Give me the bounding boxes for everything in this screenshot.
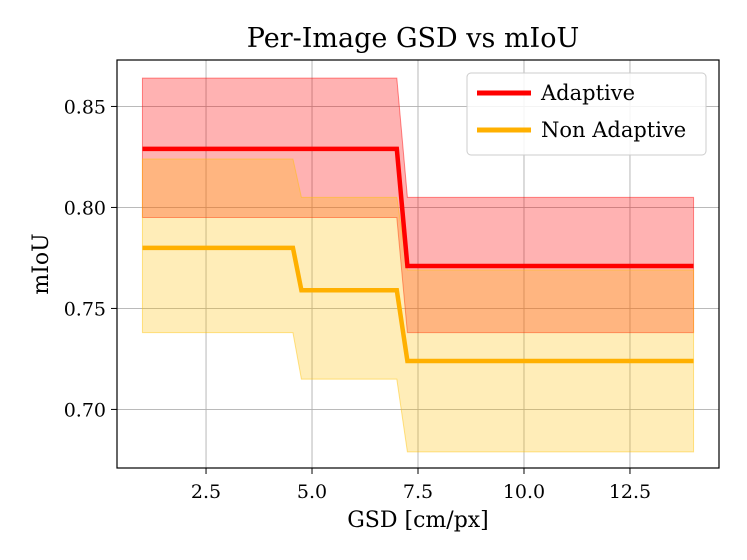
y-tick-label-1: 0.75: [64, 298, 106, 320]
line-non-adaptive: [142, 245, 694, 364]
x-tick-label-2: 7.5: [403, 481, 433, 503]
x-tick-label-1: 5.0: [297, 481, 327, 503]
confidence-bands: [141, 77, 695, 453]
legend: Adaptive Non Adaptive: [466, 72, 707, 156]
x-axis-label: GSD [cm/px]: [347, 508, 489, 533]
band-non-adaptive: [141, 158, 695, 453]
x-tick-label-0: 2.5: [191, 481, 221, 503]
y-tick-label-0: 0.70: [64, 399, 106, 421]
x-tick-label-3: 10.0: [503, 481, 545, 503]
legend-label-non-adaptive: Non Adaptive: [541, 118, 686, 142]
legend-label-adaptive: Adaptive: [540, 81, 635, 105]
y-tick-label-3: 0.85: [64, 96, 106, 118]
band-adaptive: [141, 77, 695, 334]
axis-ticks: 2.5 5.0 7.5 10.0 12.5 0.70 0.75 0.80 0.85: [64, 96, 651, 503]
y-tick-label-2: 0.80: [64, 197, 106, 219]
chart-title: Per-Image GSD vs mIoU: [247, 23, 579, 54]
line-adaptive: [142, 146, 694, 269]
x-tick-label-4: 12.5: [609, 481, 651, 503]
series-lines: [142, 146, 694, 364]
y-axis-label: mIoU: [29, 233, 54, 294]
